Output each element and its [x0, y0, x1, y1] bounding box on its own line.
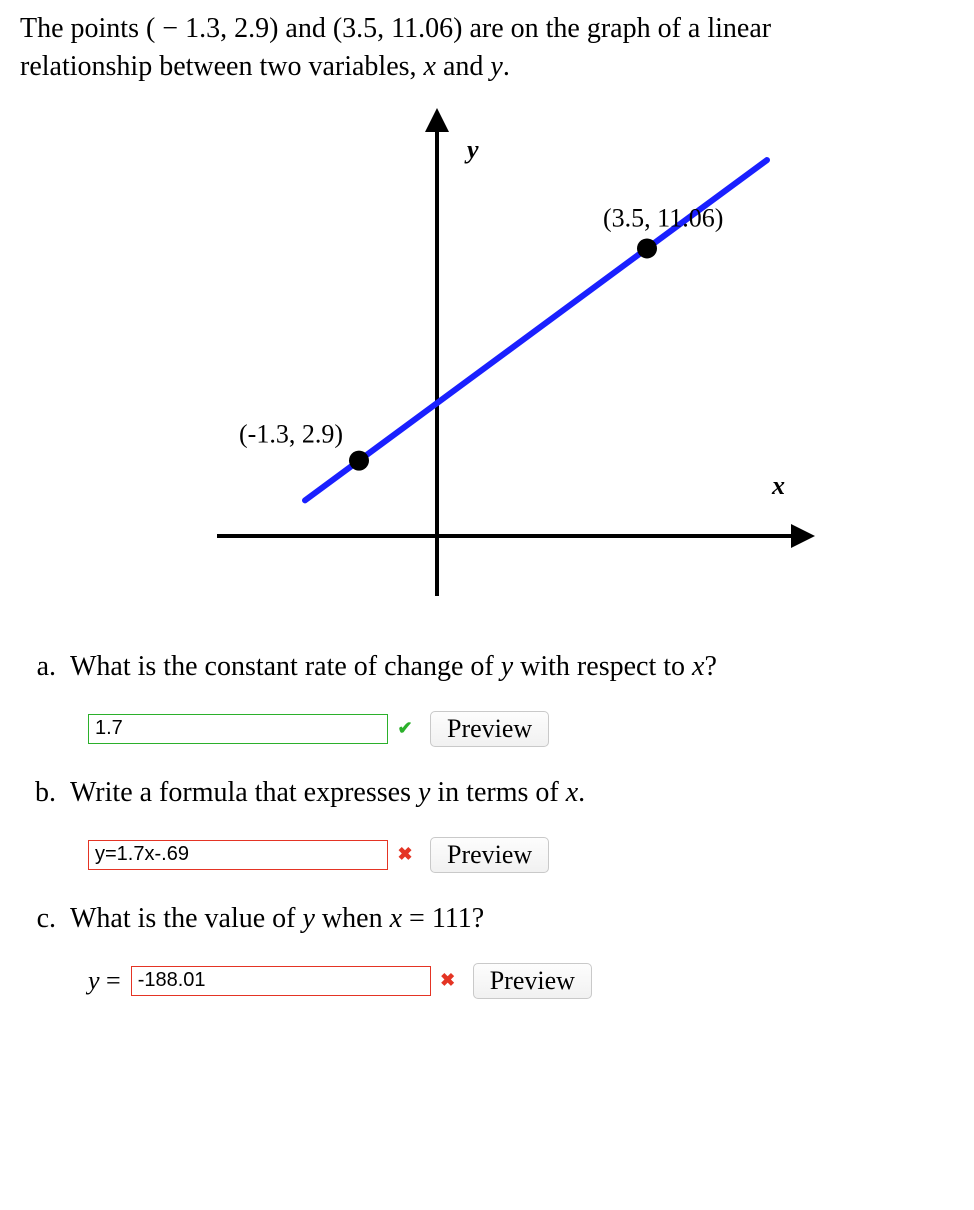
- question-b-text: Write a formula that expresses y in term…: [70, 777, 954, 809]
- qa-var-x: x: [692, 651, 704, 682]
- prompt-line-2a: relationship between two variables,: [20, 51, 424, 82]
- svg-text:(-1.3, 2.9): (-1.3, 2.9): [239, 419, 343, 448]
- qa-text-3: ?: [704, 651, 716, 682]
- qc-prefix-eq: =: [100, 966, 121, 995]
- prompt-var-x: x: [424, 51, 436, 82]
- qc-eq: =: [402, 903, 432, 934]
- qb-text-3: .: [578, 777, 585, 808]
- svg-text:(3.5, 11.06): (3.5, 11.06): [603, 203, 723, 232]
- preview-button-c[interactable]: Preview: [473, 963, 592, 999]
- qb-var-x: x: [566, 777, 578, 808]
- qa-text-2: with respect to: [513, 651, 692, 682]
- qc-text-2: when: [315, 903, 390, 934]
- question-c: c. What is the value of y when x = 111? …: [20, 903, 954, 999]
- preview-button-b[interactable]: Preview: [430, 837, 549, 873]
- question-a-letter: a.: [20, 651, 70, 683]
- question-list: a. What is the constant rate of change o…: [20, 651, 954, 999]
- prompt-line-1: The points ( − 1.3, 2.9) and (3.5, 11.06…: [20, 13, 771, 44]
- prompt-and: and: [436, 51, 490, 82]
- answer-input-b[interactable]: [88, 840, 388, 870]
- prompt-var-y: y: [490, 51, 502, 82]
- preview-button-a[interactable]: Preview: [430, 711, 549, 747]
- cross-icon: ✖: [437, 970, 459, 991]
- problem-statement: The points ( − 1.3, 2.9) and (3.5, 11.06…: [20, 10, 954, 86]
- qc-var-x: x: [390, 903, 402, 934]
- answer-c-prefix: y =: [88, 966, 121, 996]
- answer-input-a[interactable]: [88, 714, 388, 744]
- page-root: The points ( − 1.3, 2.9) and (3.5, 11.06…: [0, 0, 974, 1039]
- qc-var-y: y: [302, 903, 314, 934]
- svg-text:y: y: [464, 135, 479, 164]
- qc-text-1: What is the value of: [70, 903, 302, 934]
- question-a: a. What is the constant rate of change o…: [20, 651, 954, 747]
- answer-input-c[interactable]: [131, 966, 431, 996]
- question-c-letter: c.: [20, 903, 70, 935]
- qb-var-y: y: [418, 777, 430, 808]
- qb-text-1: Write a formula that expresses: [70, 777, 418, 808]
- question-c-text: What is the value of y when x = 111?: [70, 903, 954, 935]
- check-icon: ✔: [394, 718, 416, 739]
- qa-text-1: What is the constant rate of change of: [70, 651, 501, 682]
- answer-row-b: ✖ Preview: [88, 837, 954, 873]
- qb-text-2: in terms of: [430, 777, 565, 808]
- qc-prefix-y: y: [88, 966, 100, 995]
- qc-text-3: ?: [472, 903, 484, 934]
- svg-text:x: x: [771, 471, 785, 500]
- answer-row-c: y = ✖ Preview: [88, 963, 954, 999]
- question-a-text: What is the constant rate of change of y…: [70, 651, 954, 683]
- question-b-letter: b.: [20, 777, 70, 809]
- qa-var-y: y: [501, 651, 513, 682]
- linear-graph: y x (-1.3, 2.9) (3.5, 11.06): [137, 96, 837, 616]
- cross-icon: ✖: [394, 844, 416, 865]
- question-b: b. Write a formula that expresses y in t…: [20, 777, 954, 873]
- prompt-period: .: [503, 51, 510, 82]
- chart-container: y x (-1.3, 2.9) (3.5, 11.06): [20, 96, 954, 621]
- qc-num: 111: [432, 903, 472, 934]
- answer-row-a: ✔ Preview: [88, 711, 954, 747]
